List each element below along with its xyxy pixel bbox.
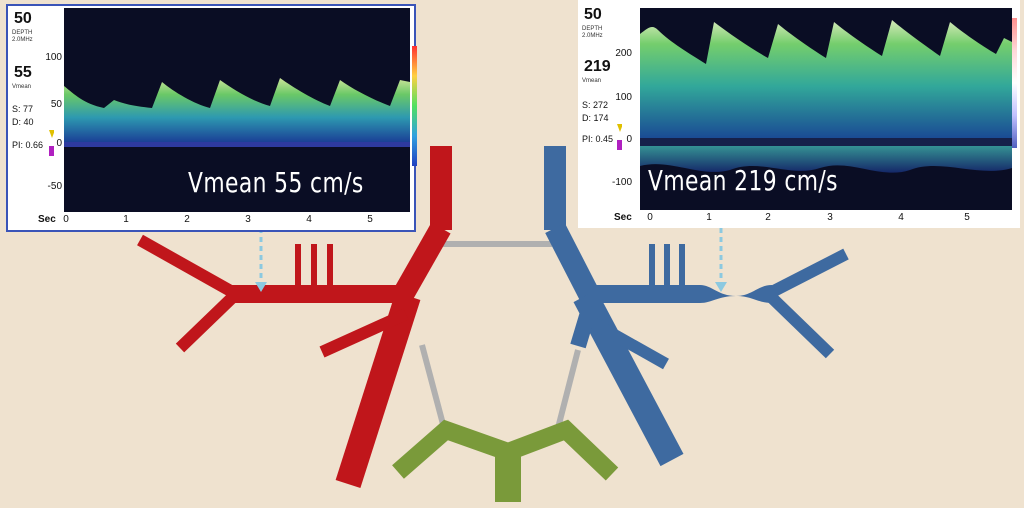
right-x-axis: 0 1 2 3 4 5 bbox=[640, 212, 1012, 228]
y-tick-100: 100 bbox=[45, 52, 62, 63]
left-spectrogram bbox=[64, 8, 410, 212]
right-aca-to-ica-segment bbox=[545, 222, 602, 306]
right-doppler-panel: 50 DEPTH 2.0MHz 219 Vmean S: 272 D: 174 … bbox=[578, 0, 1020, 228]
x-tick: 2 bbox=[765, 212, 771, 223]
left-posterior-cerebral-artery bbox=[392, 419, 512, 479]
right-posterior-communicating-artery bbox=[555, 349, 581, 429]
right-ica-side-branch bbox=[585, 314, 669, 370]
left-ica-side-branch bbox=[319, 308, 409, 358]
y-tick-0: 0 bbox=[56, 138, 62, 149]
left-mca-upper-branch bbox=[137, 234, 239, 300]
systolic-value: S: 77 bbox=[12, 104, 34, 114]
left-doppler-panel: 50 DEPTH 2.0MHz 55 Vmean S: 77 D: 40 PI:… bbox=[6, 4, 417, 232]
right-baseline bbox=[640, 138, 1012, 146]
x-tick: 1 bbox=[123, 214, 129, 225]
left-posterior-communicating-artery bbox=[419, 344, 447, 429]
frequency-label: 2.0MHz bbox=[582, 33, 603, 39]
x-unit-label: Sec bbox=[614, 212, 632, 223]
x-tick: 2 bbox=[184, 214, 190, 225]
x-tick: 0 bbox=[647, 212, 653, 223]
depth-label: DEPTH bbox=[582, 26, 603, 32]
right-vmean-overlay: Vmean 219 cm/s bbox=[648, 164, 838, 197]
right-reverse-flow bbox=[640, 146, 1012, 173]
x-tick: 4 bbox=[306, 214, 312, 225]
pulsatility-index: PI: 0.66 bbox=[12, 140, 44, 150]
frequency-label: 2.0MHz bbox=[12, 37, 33, 43]
diastolic-value: D: 40 bbox=[12, 117, 34, 127]
vmean-value: 55 bbox=[14, 64, 32, 81]
vmean-label: Vmean bbox=[582, 78, 602, 84]
left-internal-carotid-artery bbox=[335, 292, 421, 488]
flow-direction-icon bbox=[617, 124, 622, 150]
vmean-value: 219 bbox=[584, 58, 611, 75]
x-tick: 0 bbox=[63, 214, 69, 225]
left-mca-lower-branch bbox=[175, 289, 241, 353]
depth-value: 50 bbox=[584, 6, 602, 23]
y-tick-50: 50 bbox=[50, 99, 62, 110]
x-tick: 3 bbox=[245, 214, 251, 225]
left-x-axis: 0 1 2 3 4 5 bbox=[63, 214, 410, 230]
depth-label: DEPTH bbox=[12, 30, 33, 36]
right-mca-upper-branch bbox=[765, 248, 849, 300]
right-panel-sidebar: 50 DEPTH 2.0MHz 219 Vmean S: 272 D: 174 … bbox=[578, 0, 638, 228]
x-tick: 4 bbox=[898, 212, 904, 223]
x-tick: 3 bbox=[827, 212, 833, 223]
right-posterior-cerebral-artery bbox=[504, 419, 619, 481]
right-probe-arrowhead bbox=[715, 282, 727, 292]
left-color-scale bbox=[412, 46, 417, 166]
y-tick-100: 100 bbox=[615, 92, 632, 103]
vmean-label: Vmean bbox=[12, 84, 32, 90]
left-probe-arrowhead bbox=[255, 282, 267, 292]
depth-value: 50 bbox=[14, 10, 32, 27]
y-tick-minus-50: -50 bbox=[47, 181, 62, 192]
y-tick-minus-100: -100 bbox=[611, 177, 632, 188]
right-spectrogram bbox=[640, 8, 1012, 210]
x-tick: 5 bbox=[367, 214, 373, 225]
y-tick-0: 0 bbox=[626, 134, 632, 145]
systolic-value: S: 272 bbox=[582, 100, 609, 110]
right-mca-lower-branch bbox=[763, 289, 835, 359]
x-unit-label: Sec bbox=[38, 214, 56, 225]
right-doppler-waveform bbox=[640, 20, 1012, 140]
left-doppler-waveform bbox=[64, 78, 410, 144]
left-vmean-overlay: Vmean 55 cm/s bbox=[188, 166, 364, 199]
right-middle-cerebral-artery-stenosis bbox=[590, 285, 772, 303]
flow-direction-icon bbox=[49, 130, 54, 156]
right-ica-lower-side-branch bbox=[570, 303, 598, 349]
diastolic-value: D: 174 bbox=[582, 113, 609, 123]
x-tick: 1 bbox=[706, 212, 712, 223]
left-baseline bbox=[64, 142, 410, 147]
pulsatility-index: PI: 0.45 bbox=[582, 134, 614, 144]
x-tick: 5 bbox=[964, 212, 970, 223]
y-tick-200: 200 bbox=[615, 48, 632, 59]
left-panel-sidebar: 50 DEPTH 2.0MHz 55 Vmean S: 77 D: 40 PI:… bbox=[8, 6, 68, 230]
right-color-scale bbox=[1012, 18, 1017, 148]
